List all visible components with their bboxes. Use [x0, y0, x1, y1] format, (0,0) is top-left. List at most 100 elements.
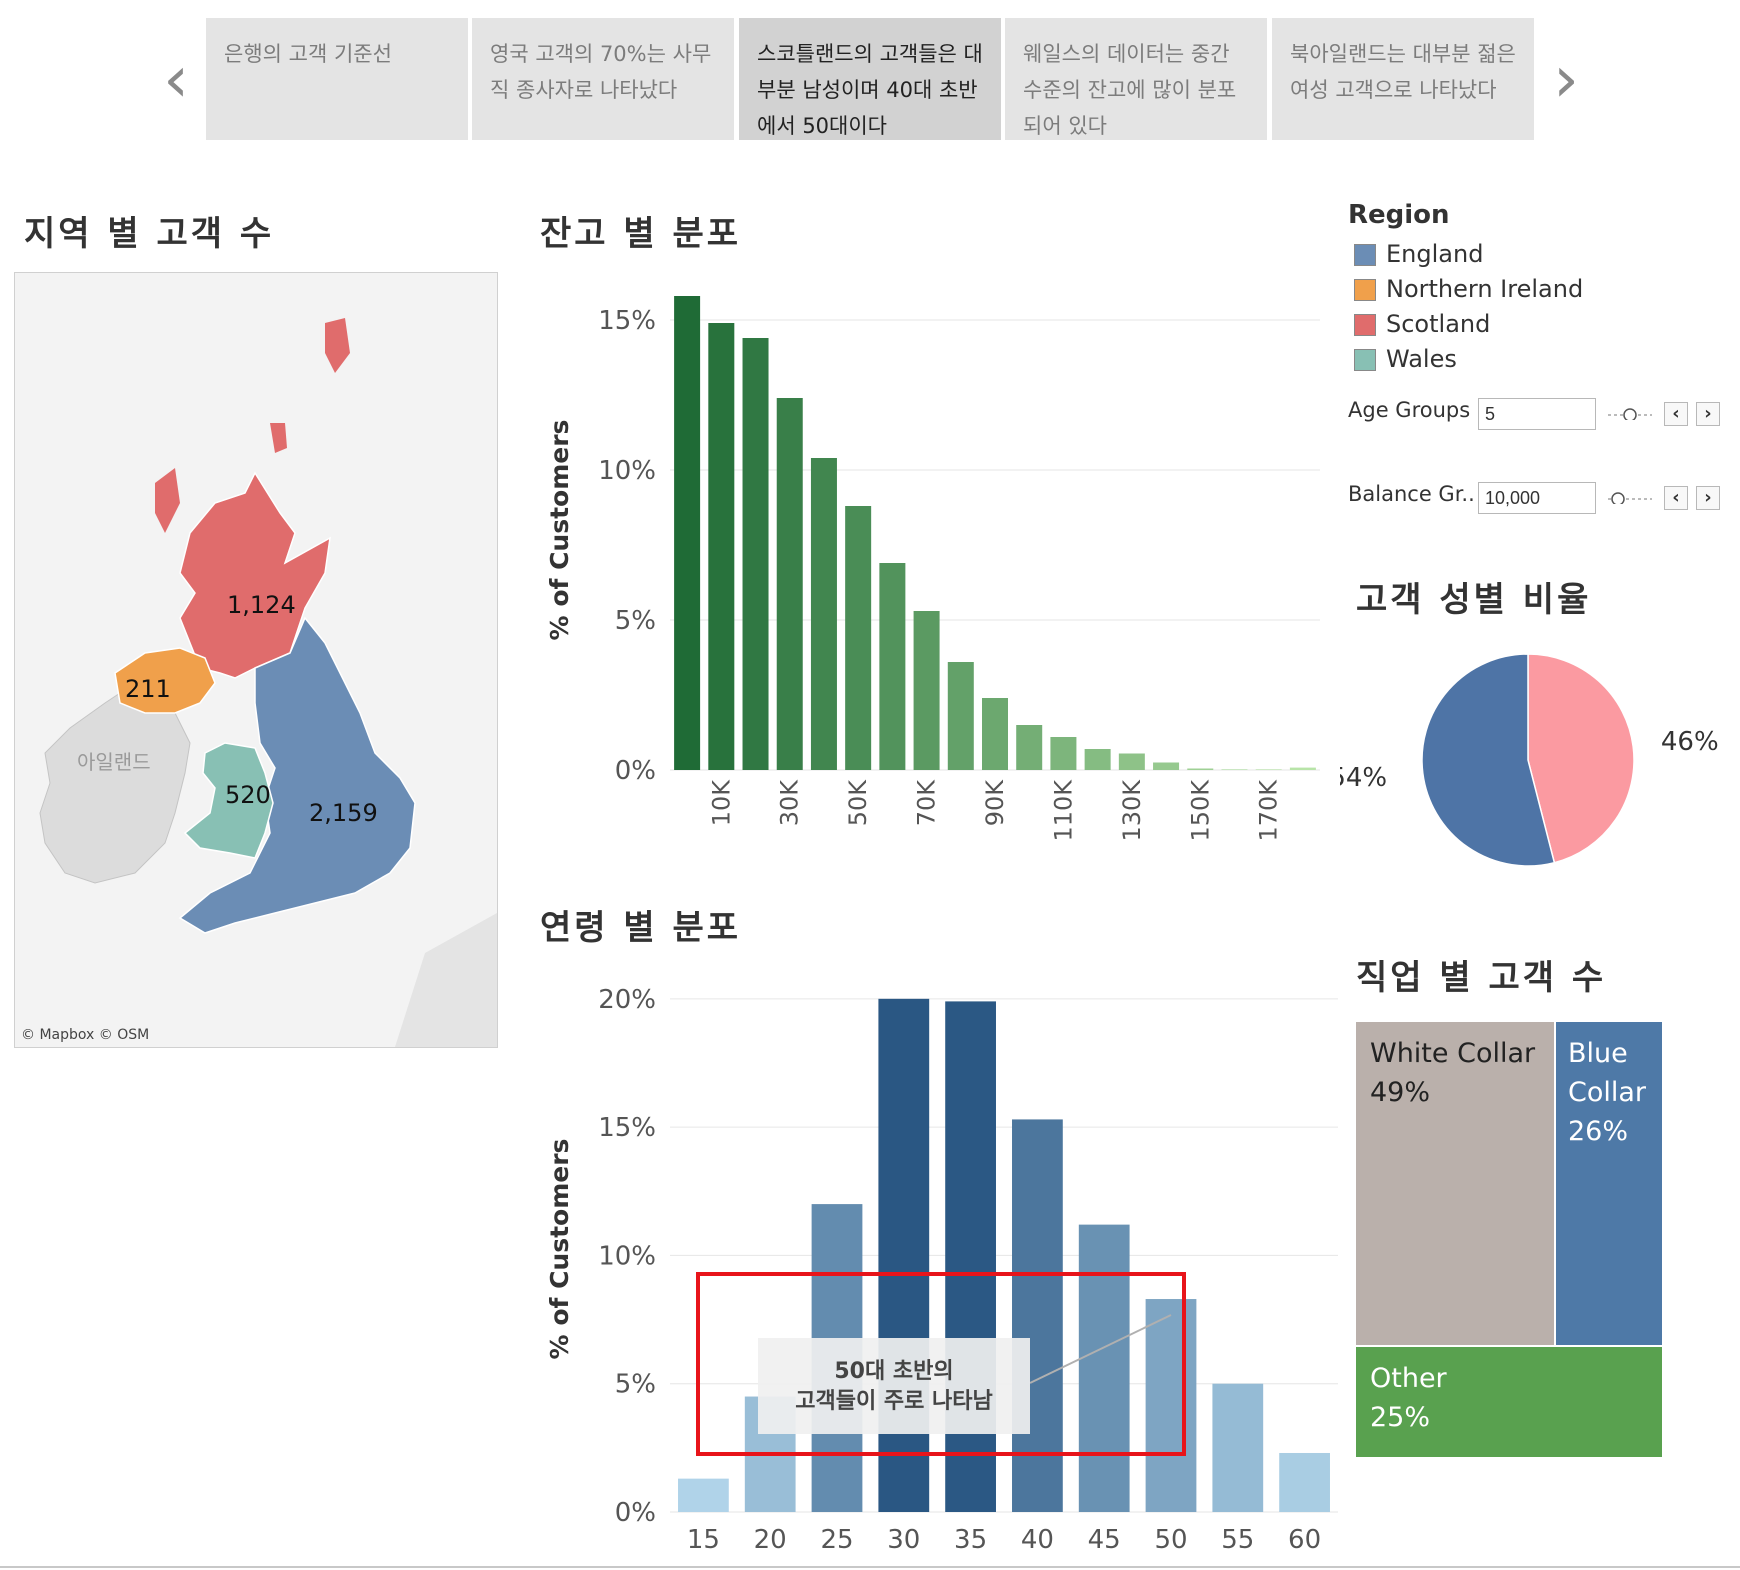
pie-slice[interactable]	[1421, 653, 1556, 867]
map-title: 지역 별 고객 수	[24, 214, 275, 254]
y-tick-label: 15%	[598, 306, 656, 336]
balance-groups-increase-button[interactable]: ›	[1696, 486, 1720, 510]
legend-item-scotland[interactable]: Scotland	[1354, 310, 1490, 340]
map-credit: © Mapbox © OSM	[21, 1027, 149, 1043]
age-bar[interactable]	[678, 1478, 729, 1512]
age-bar[interactable]	[1212, 1383, 1264, 1512]
pie-slice[interactable]	[1527, 653, 1635, 864]
treemap-label-value: 25%	[1370, 1402, 1431, 1433]
job-treemap[interactable]: White Collar 49% Blue Collar 26% Other 2…	[1356, 1022, 1662, 1458]
x-tick-label: 30	[887, 1525, 920, 1555]
story-point-text: 은행의 고객 기준선	[224, 42, 392, 66]
wales-count: 520	[225, 781, 271, 809]
x-tick-label: 60	[1288, 1525, 1321, 1555]
chevron-left-icon: ‹	[1672, 487, 1680, 508]
treemap-blue-collar[interactable]: Blue Collar 26%	[1556, 1022, 1662, 1345]
balance-bar[interactable]	[1255, 769, 1282, 770]
story-next-button[interactable]: ›	[1536, 40, 1596, 120]
treemap-other[interactable]: Other 25%	[1356, 1347, 1662, 1457]
annotation-text: 50대 초반의	[834, 1359, 953, 1384]
balance-distribution-chart[interactable]: 0% 5% 10% 15% 10K 30K 50K 70K 90K 110K 130K 150K 170…	[540, 270, 1340, 870]
gender-pie-chart[interactable]: 46% 54%	[1340, 630, 1740, 890]
northern-ireland-region[interactable]	[114, 647, 216, 714]
balance-bar[interactable]	[845, 506, 872, 770]
annotation-box[interactable]	[758, 1338, 1030, 1434]
scotland-islands[interactable]	[270, 423, 287, 453]
balance-bar[interactable]	[947, 662, 974, 770]
continent-shape	[395, 913, 497, 1047]
bottom-divider	[0, 1566, 1740, 1568]
story-point-2[interactable]: 영국 고객의 70%는 사무직 종사자로 나타났다	[472, 18, 734, 140]
balance-bar[interactable]	[674, 296, 701, 770]
y-tick-label: 0%	[615, 756, 656, 786]
balance-bar[interactable]	[982, 698, 1008, 770]
age-bar[interactable]	[1279, 1452, 1330, 1512]
balance-bar[interactable]	[1016, 725, 1043, 770]
legend-item-wales[interactable]: Wales	[1354, 345, 1457, 375]
chevron-left-icon: ‹	[163, 43, 189, 117]
legend-item-england[interactable]: England	[1354, 240, 1483, 270]
age-groups-slider[interactable]	[1606, 408, 1654, 420]
age-groups-input[interactable]	[1478, 398, 1596, 430]
balance-bar[interactable]	[1050, 737, 1077, 770]
uk-region-map[interactable]: 1,124 211 520 2,159 아일랜드 © Mapbox © OSM	[14, 272, 498, 1048]
age-groups-label: Age Groups	[1348, 398, 1471, 422]
age-bar[interactable]	[878, 998, 930, 1512]
age-chart-title: 연령 별 분포	[540, 908, 742, 948]
balance-bar[interactable]	[913, 611, 940, 770]
annotation-text: 고객들이 주로 나타남	[795, 1389, 992, 1414]
story-point-3-active[interactable]: 스코틀랜드의 고객들은 대부분 남성이며 40대 초반에서 50대이다	[739, 18, 1001, 140]
balance-bar[interactable]	[1153, 762, 1180, 771]
wales-region[interactable]	[183, 742, 274, 859]
map-canvas: 1,124 211 520 2,159 아일랜드 © Mapbox © OSM	[21, 318, 497, 1047]
legend-label: Northern Ireland	[1386, 275, 1584, 303]
balance-groups-input[interactable]	[1478, 482, 1596, 514]
balance-bar[interactable]	[1118, 753, 1145, 771]
scotland-islands[interactable]	[155, 468, 180, 533]
balance-bar[interactable]	[879, 563, 906, 770]
story-point-4[interactable]: 웨일스의 데이터는 중간 수준의 잔고에 많이 분포되어 있다	[1005, 18, 1267, 140]
story-prev-button[interactable]: ‹	[146, 40, 206, 120]
legend-item-northern-ireland[interactable]: Northern Ireland	[1354, 275, 1583, 305]
balance-bar[interactable]	[1084, 749, 1111, 770]
age-bar[interactable]	[1078, 1224, 1130, 1512]
balance-chart-title: 잔고 별 분포	[540, 214, 742, 254]
y-tick-label: 15%	[598, 1113, 656, 1143]
x-tick-label: 35	[954, 1525, 987, 1555]
treemap-white-collar[interactable]: White Collar 49%	[1356, 1022, 1554, 1345]
england-count: 2,159	[309, 799, 378, 827]
balance-bar[interactable]	[776, 398, 803, 770]
balance-bar[interactable]	[1221, 769, 1248, 770]
scotland-region[interactable]	[179, 471, 331, 679]
legend-swatch	[1354, 244, 1376, 266]
x-tick-label: 170K	[1255, 779, 1283, 842]
balance-bar[interactable]	[1187, 768, 1214, 771]
region-legend-title: Region	[1348, 200, 1450, 230]
age-distribution-chart[interactable]: 0% 5% 10% 15% 20% 15 20 25 30 35 40 45 50 55 60 % of Cu…	[540, 960, 1340, 1560]
balance-bar[interactable]	[742, 338, 769, 770]
job-chart-title: 직업 별 고객 수	[1356, 958, 1607, 998]
balance-bar[interactable]	[708, 323, 735, 770]
highlight-rectangle	[696, 1272, 1186, 1456]
balance-bar[interactable]	[810, 458, 837, 770]
balance-groups-slider[interactable]	[1606, 492, 1654, 504]
scotland-count: 1,124	[227, 591, 296, 619]
age-bar[interactable]	[1145, 1299, 1197, 1512]
scotland-islands[interactable]	[325, 318, 350, 373]
age-groups-decrease-button[interactable]: ‹	[1664, 402, 1688, 426]
northern-ireland-count: 211	[125, 675, 171, 703]
story-point-5[interactable]: 북아일랜드는 대부분 젊은 여성 고객으로 나타났다	[1272, 18, 1534, 140]
age-groups-increase-button[interactable]: ›	[1696, 402, 1720, 426]
treemap-white-collar-label: White Collar 49%	[1356, 1022, 1535, 1112]
story-point-1[interactable]: 은행의 고객 기준선	[206, 18, 468, 140]
age-bar[interactable]	[1012, 1119, 1063, 1512]
x-tick-label: 50	[1154, 1525, 1187, 1555]
y-tick-label: 10%	[598, 456, 656, 486]
balance-bar[interactable]	[1289, 767, 1316, 770]
age-bar[interactable]	[945, 1001, 996, 1512]
y-axis-label: % of Customers	[545, 1139, 574, 1360]
x-tick-label: 30K	[776, 779, 804, 827]
x-tick-label: 40	[1021, 1525, 1054, 1555]
balance-groups-decrease-button[interactable]: ‹	[1664, 486, 1688, 510]
story-point-text: 스코틀랜드의 고객들은 대부분 남성이며 40대 초반에서 50대이다	[757, 42, 983, 136]
